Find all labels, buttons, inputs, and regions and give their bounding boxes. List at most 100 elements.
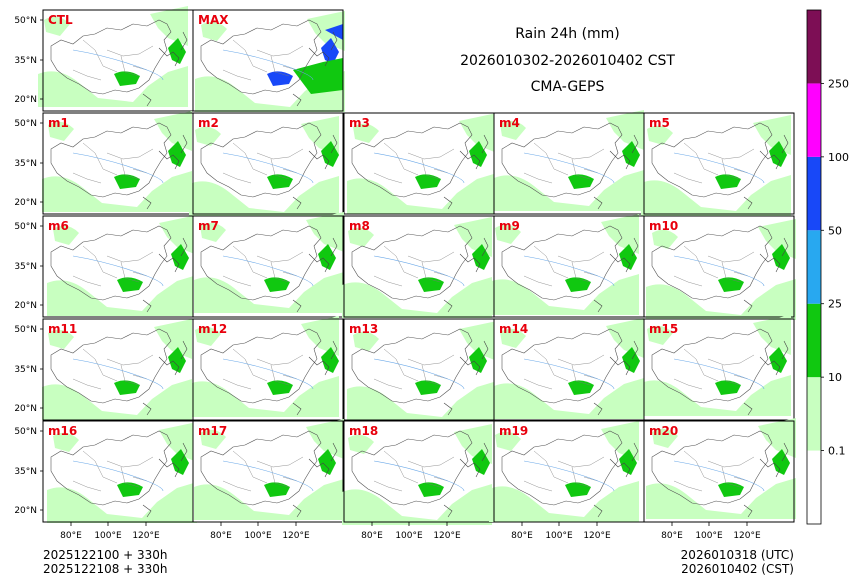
light-rain-area: [348, 227, 374, 247]
moderate-rain-area: [415, 174, 441, 189]
river: [523, 152, 615, 184]
colorbar-segment: [807, 450, 821, 524]
rainstorm-area: [325, 24, 343, 40]
coastline: [743, 442, 789, 518]
moderate-rain-area: [418, 277, 444, 292]
province-border: [673, 348, 755, 390]
moderate-rain-area: [318, 244, 336, 270]
light-rain-area: [42, 379, 192, 420]
country-border: [50, 122, 172, 198]
panel-label: m2: [198, 116, 219, 130]
light-rain-area: [494, 378, 644, 419]
moderate-rain-area: [267, 71, 293, 86]
province-border: [373, 348, 455, 390]
panel-label: m10: [649, 219, 678, 233]
panel-frame: [643, 112, 795, 215]
panel-frame: [192, 112, 344, 215]
map-panel: m4: [493, 110, 645, 215]
moderate-rain-area: [117, 277, 143, 292]
panel-label: m18: [349, 424, 378, 438]
country-border: [501, 122, 623, 198]
province-border: [222, 39, 304, 81]
lon-tick-label: 100°E: [94, 531, 122, 541]
light-rain-area: [189, 376, 339, 417]
map-panel: m12: [189, 316, 344, 421]
colorbar-tick-label: 250: [828, 77, 849, 90]
coastline: [142, 340, 188, 416]
coastline: [443, 237, 489, 313]
river: [72, 49, 164, 81]
colorbar-segment: [807, 377, 821, 451]
light-rain-area: [306, 419, 344, 459]
lat-tick-label: 35°N: [14, 467, 37, 477]
coastline: [743, 340, 789, 416]
map-panel: m18: [342, 420, 495, 525]
river: [373, 358, 465, 390]
country-border: [651, 328, 773, 404]
country-border: [501, 430, 623, 506]
panel-label: m13: [349, 322, 378, 336]
river: [373, 460, 465, 492]
province-border: [222, 450, 304, 492]
light-rain-area: [150, 6, 188, 46]
coastline: [142, 31, 188, 107]
light-rain-area: [606, 110, 644, 150]
coastline: [593, 134, 639, 210]
panel-label: m20: [649, 424, 678, 438]
figure-period: 2026010302-2026010402 CST: [460, 53, 675, 69]
colorbar-segment: [807, 10, 821, 84]
lat-tick-label: 35°N: [14, 159, 37, 169]
river: [673, 255, 765, 287]
river: [72, 358, 164, 390]
lon-tick-label: 100°E: [244, 531, 272, 541]
light-rain-area: [200, 429, 226, 449]
river: [222, 49, 314, 81]
country-border: [351, 122, 473, 198]
moderate-rain-area: [619, 449, 637, 475]
panel-label: m11: [48, 322, 77, 336]
river: [222, 358, 314, 390]
country-border: [351, 328, 473, 404]
province-border: [523, 142, 605, 184]
moderate-rain-area: [769, 141, 787, 167]
country-border: [200, 225, 322, 301]
river: [523, 460, 615, 492]
panel-frame: [643, 215, 795, 318]
light-rain-area: [489, 274, 639, 315]
river: [523, 358, 615, 390]
light-rain-area: [753, 315, 791, 355]
panel-label: m16: [48, 424, 77, 438]
lat-tick-label: 50°N: [14, 16, 37, 26]
province-border: [72, 142, 154, 184]
coastline: [593, 340, 639, 416]
country-border: [651, 430, 773, 506]
panel-label: MAX: [198, 13, 229, 27]
map-panel: m1: [42, 111, 194, 215]
country-border: [50, 19, 172, 95]
province-border: [373, 450, 455, 492]
country-border: [200, 122, 322, 198]
light-rain-area: [459, 321, 497, 361]
lon-tick-label: 100°E: [545, 531, 573, 541]
coastline: [443, 340, 489, 416]
light-rain-area: [48, 121, 74, 141]
light-rain-area: [353, 123, 379, 143]
panel-frame: [192, 318, 344, 421]
moderate-rain-area: [718, 482, 744, 497]
map-panel: m14: [493, 318, 645, 421]
coastline: [142, 237, 188, 313]
colorbar-frame: [806, 9, 822, 525]
colorbar-tick-label: 25: [828, 298, 842, 311]
figure-title: Rain 24h (mm): [515, 26, 620, 42]
light-rain-area: [195, 126, 221, 146]
country-border: [351, 225, 473, 301]
moderate-rain-area: [114, 71, 140, 86]
lat-tick-label: 35°N: [14, 262, 37, 272]
lon-tick-label: 100°E: [695, 531, 723, 541]
province-border: [523, 245, 605, 287]
coastline: [292, 442, 338, 518]
country-border: [50, 430, 172, 506]
moderate-rain-area: [114, 380, 140, 395]
